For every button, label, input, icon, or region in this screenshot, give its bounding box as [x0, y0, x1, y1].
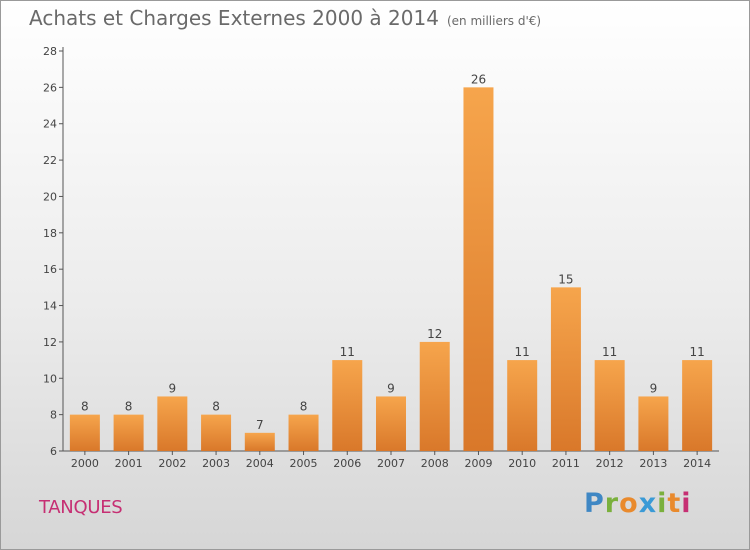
- x-tick-label: 2007: [377, 457, 405, 470]
- bar-value-label: 11: [689, 345, 704, 359]
- bar-value-label: 8: [212, 400, 220, 414]
- bar: [332, 360, 363, 451]
- proxiti-logo: Proxiti: [584, 488, 692, 519]
- logo-letter: P: [584, 488, 605, 519]
- commune-name: TANQUES: [39, 497, 123, 518]
- x-tick-label: 2009: [464, 457, 492, 470]
- bar: [682, 360, 713, 451]
- y-tick-label: 12: [43, 336, 57, 349]
- y-tick-label: 16: [43, 263, 57, 276]
- bar-value-label: 9: [169, 381, 177, 395]
- logo-letter: o: [619, 488, 639, 519]
- x-tick-label: 2013: [639, 457, 667, 470]
- bar: [244, 432, 275, 451]
- logo-letter: i: [681, 488, 692, 519]
- bar: [594, 360, 625, 451]
- bar-value-label: 12: [427, 327, 442, 341]
- x-tick-label: 2003: [202, 457, 230, 470]
- bar: [550, 287, 581, 451]
- bar-value-label: 11: [602, 345, 617, 359]
- bar: [201, 414, 232, 451]
- bar-value-label: 9: [387, 381, 395, 395]
- y-tick-label: 22: [43, 154, 57, 167]
- y-tick-label: 8: [50, 409, 57, 422]
- y-tick-label: 28: [43, 45, 57, 58]
- x-tick-label: 2010: [508, 457, 536, 470]
- bar-value-label: 8: [81, 400, 89, 414]
- y-tick-label: 14: [43, 300, 57, 313]
- bar: [463, 87, 494, 451]
- logo-letter: r: [604, 488, 620, 519]
- logo-letter: x: [638, 488, 658, 519]
- x-tick-label: 2008: [421, 457, 449, 470]
- bar-value-label: 8: [125, 400, 133, 414]
- bar-value-label: 7: [256, 418, 264, 432]
- bar: [419, 341, 450, 451]
- x-tick-label: 2005: [290, 457, 318, 470]
- bar-value-label: 9: [650, 381, 658, 395]
- bar-value-label: 11: [340, 345, 355, 359]
- x-tick-label: 2004: [246, 457, 274, 470]
- logo-letter: i: [657, 488, 668, 519]
- logo-letter: t: [667, 488, 682, 519]
- bar-value-label: 8: [300, 400, 308, 414]
- x-tick-label: 2001: [115, 457, 143, 470]
- bar: [638, 396, 669, 451]
- bar-value-label: 26: [471, 72, 486, 86]
- y-tick-label: 10: [43, 372, 57, 385]
- x-tick-label: 2011: [552, 457, 580, 470]
- chart-title-text: Achats et Charges Externes 2000 à 2014: [29, 6, 439, 30]
- y-tick-label: 6: [50, 445, 57, 458]
- chart-subtitle: (en milliers d'€): [446, 14, 542, 28]
- y-tick-label: 24: [43, 118, 57, 131]
- x-tick-label: 2000: [71, 457, 99, 470]
- x-tick-label: 2014: [683, 457, 711, 470]
- y-tick-label: 26: [43, 81, 57, 94]
- bar: [376, 396, 406, 451]
- bar: [507, 360, 538, 451]
- x-tick-label: 2012: [596, 457, 624, 470]
- x-tick-label: 2006: [333, 457, 361, 470]
- bar-value-label: 15: [558, 272, 573, 286]
- y-tick-label: 20: [43, 190, 57, 203]
- bar: [113, 414, 144, 451]
- x-tick-label: 2002: [158, 457, 186, 470]
- chart-title: Achats et Charges Externes 2000 à 2014 (e…: [29, 6, 541, 30]
- y-tick-label: 18: [43, 227, 57, 240]
- bar-value-label: 11: [515, 345, 530, 359]
- bar: [69, 414, 100, 451]
- bar: [157, 396, 188, 451]
- bar: [288, 414, 319, 451]
